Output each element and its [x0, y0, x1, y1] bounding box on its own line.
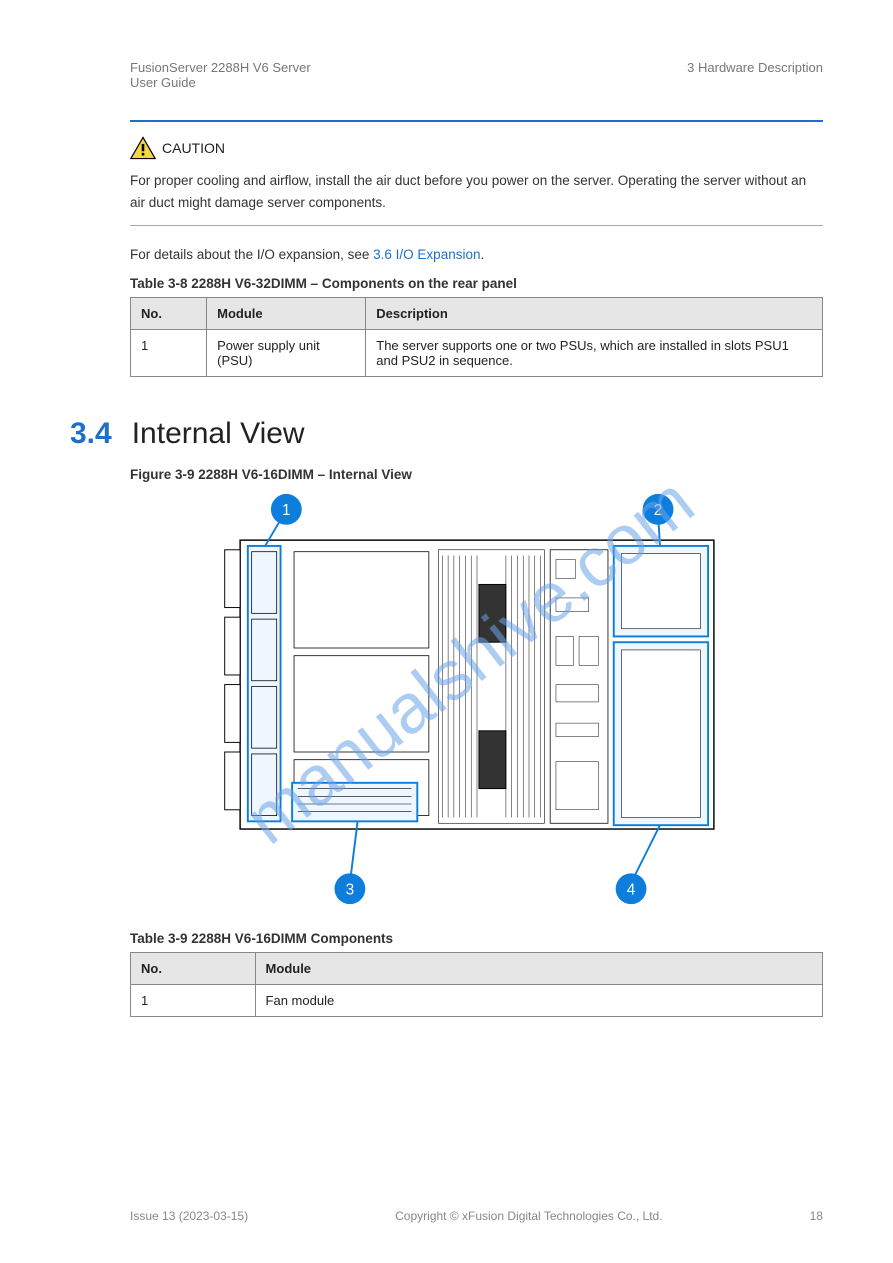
caution-rule [130, 225, 823, 226]
cell-no: 1 [131, 329, 207, 376]
footer-center: Copyright © xFusion Digital Technologies… [395, 1209, 662, 1223]
page-header: FusionServer 2288H V6 Server User Guide … [130, 60, 823, 90]
io-exp-intro: For details about the I/O expansion, see… [130, 244, 823, 266]
th-no: No. [131, 297, 207, 329]
th-desc: Description [366, 297, 823, 329]
table-row: 1 Fan module [131, 985, 823, 1017]
internal-view-diagram: 1 2 3 4 [217, 492, 737, 916]
table-3-9: No. Module 1 Fan module [130, 952, 823, 1017]
section-number: 3.4 [70, 417, 112, 451]
section-title: Internal View [132, 417, 305, 451]
io-exp-text2: . [480, 247, 484, 262]
footer-left: Issue 13 (2023-03-15) [130, 1209, 248, 1223]
svg-text:3: 3 [345, 881, 354, 898]
cell-module: Fan module [255, 985, 822, 1017]
figure-3-9: 1 2 3 4 [217, 492, 737, 916]
cell-module: Power supply unit (PSU) [207, 329, 366, 376]
table-3-8-caption: Table 3-8 2288H V6-32DIMM – Components o… [130, 276, 823, 291]
figure-3-9-caption: Figure 3-9 2288H V6-16DIMM – Internal Vi… [130, 467, 823, 482]
svg-text:4: 4 [626, 881, 635, 898]
io-exp-text1: For details about the I/O expansion, see [130, 247, 373, 262]
page-footer: Issue 13 (2023-03-15) Copyright © xFusio… [130, 1209, 823, 1223]
th-module: Module [207, 297, 366, 329]
caution-text: For proper cooling and airflow, install … [130, 170, 823, 213]
svg-text:1: 1 [282, 502, 291, 519]
io-exp-ref: 3.6 I/O Expansion [373, 247, 480, 262]
table-row: 1 Power supply unit (PSU) The server sup… [131, 329, 823, 376]
header-right: 3 Hardware Description [687, 60, 823, 90]
table-3-9-caption: Table 3-9 2288H V6-16DIMM Components [130, 931, 823, 946]
caution-icon [130, 136, 156, 160]
footer-right: 18 [810, 1209, 823, 1223]
th-no: No. [131, 953, 256, 985]
cell-no: 1 [131, 985, 256, 1017]
header-rule [130, 120, 823, 122]
caution-block: CAUTION [130, 136, 823, 160]
svg-text:2: 2 [653, 502, 662, 519]
header-left: FusionServer 2288H V6 Server User Guide [130, 60, 311, 90]
cell-desc: The server supports one or two PSUs, whi… [366, 329, 823, 376]
caution-label: CAUTION [162, 140, 225, 156]
th-module: Module [255, 953, 822, 985]
section-heading: 3.4 Internal View [70, 417, 823, 451]
table-3-8: No. Module Description 1 Power supply un… [130, 297, 823, 377]
page: FusionServer 2288H V6 Server User Guide … [0, 0, 893, 1263]
